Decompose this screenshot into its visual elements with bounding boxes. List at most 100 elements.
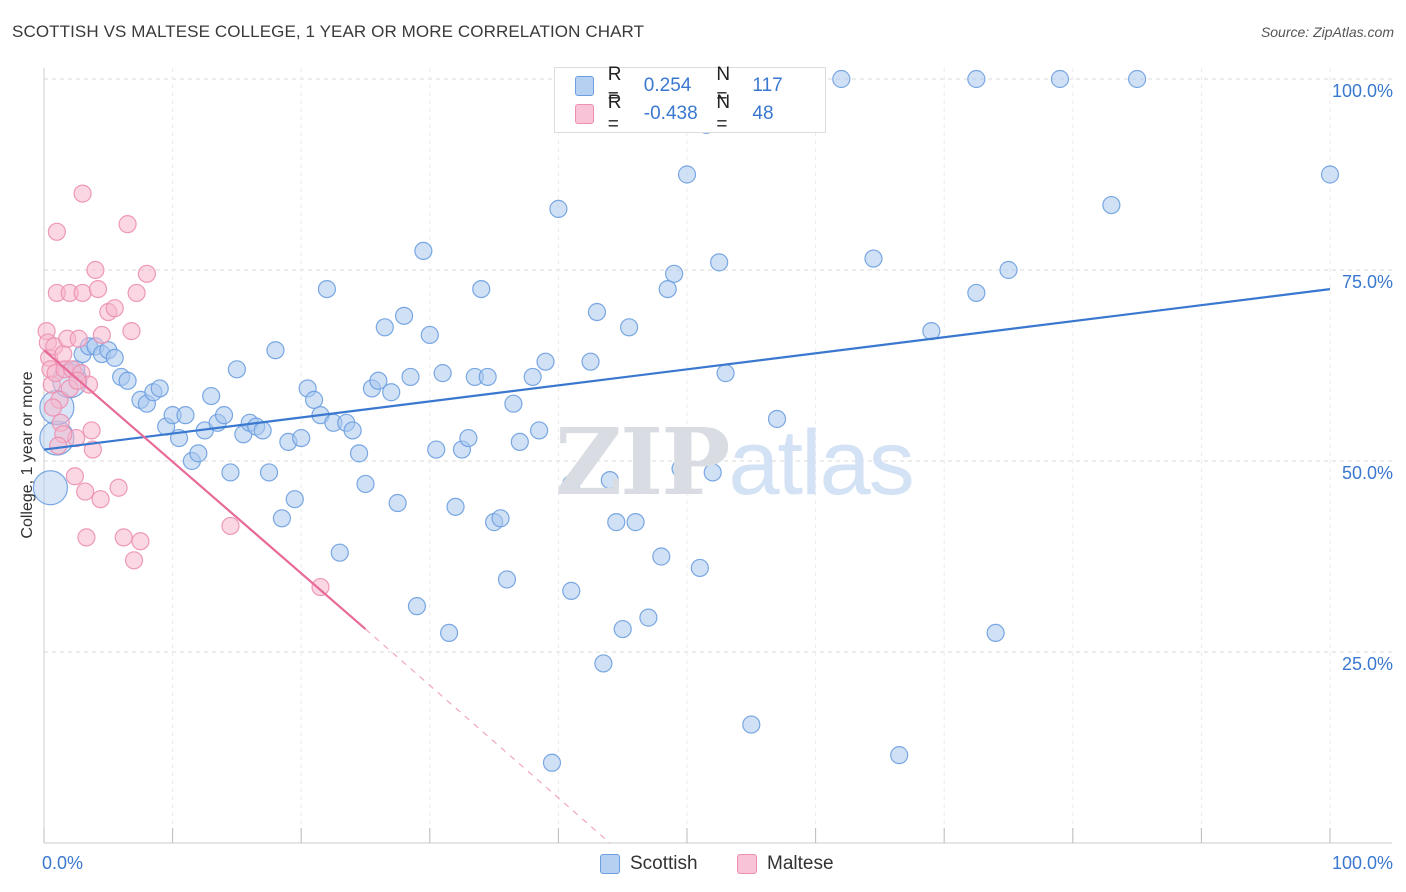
scottish-point	[767, 409, 787, 429]
x-tick-label: 0.0%	[42, 853, 83, 873]
y-tick-label: 50.0%	[1342, 463, 1393, 483]
scottish-n-value: 117	[752, 75, 783, 96]
maltese-n-value: 48	[752, 103, 774, 124]
y-axis-label: College, 1 year or more	[19, 371, 36, 539]
scottish-point	[658, 280, 677, 299]
scottish-point	[864, 249, 883, 268]
maltese-point	[124, 551, 144, 570]
scottish-point	[227, 360, 246, 379]
scottish-point	[626, 513, 645, 532]
scottish-point	[221, 463, 240, 482]
scottish-point	[1102, 195, 1121, 215]
scottish-point	[677, 165, 697, 184]
scottish-point	[266, 341, 285, 360]
maltese-point	[92, 325, 111, 345]
scottish-point	[401, 367, 420, 387]
scottish-point	[427, 440, 446, 459]
scottish-point	[202, 386, 221, 406]
maltese-point	[73, 283, 92, 303]
scottish-point	[607, 513, 626, 532]
trend-lines	[43, 288, 1331, 844]
legend-maltese[interactable]: Maltese	[737, 852, 834, 876]
scottish-point	[304, 390, 324, 409]
legend-scottish-label: Scottish	[630, 853, 698, 874]
scottish-point	[259, 463, 279, 482]
maltese-point	[91, 490, 110, 509]
scottish-point	[394, 306, 414, 325]
scottish-point	[176, 406, 195, 425]
maltese-r-label: R =	[607, 92, 622, 135]
scottish-point	[536, 352, 555, 371]
maltese-point	[47, 222, 66, 241]
scottish-points	[32, 69, 1340, 772]
scottish-point	[150, 379, 169, 398]
scottish-point	[1320, 165, 1340, 184]
scottish-point	[710, 253, 729, 272]
scottish-swatch	[575, 76, 594, 96]
legend-scottish[interactable]: Scottish	[600, 852, 698, 876]
scottish-point	[272, 509, 292, 528]
scottish-point	[665, 264, 684, 283]
maltese-point	[77, 528, 96, 547]
scottish-point	[690, 558, 709, 578]
scottish-point	[369, 371, 388, 390]
scottish-point	[703, 463, 722, 482]
scottish-point	[530, 421, 549, 440]
scottish-point	[652, 547, 671, 566]
y-tick-label: 75.0%	[1342, 272, 1393, 292]
scottish-point	[317, 280, 337, 299]
scottish-point	[523, 367, 542, 387]
scottish-point	[967, 69, 986, 89]
maltese-swatch	[575, 104, 594, 124]
scottish-point	[105, 348, 124, 367]
maltese-point	[54, 344, 73, 364]
maltese-point	[49, 436, 68, 455]
maltese-point	[73, 184, 92, 203]
y-tick-label: 100.0%	[1332, 81, 1393, 101]
maltese-point	[86, 260, 105, 280]
scottish-point	[32, 470, 69, 506]
scottish-point	[504, 394, 523, 413]
scottish-point	[716, 364, 735, 383]
maltese-point	[65, 467, 84, 486]
scottish-point	[620, 318, 639, 337]
scottish-point	[562, 581, 581, 600]
scottish-point	[491, 509, 510, 528]
maltese-point	[82, 421, 101, 440]
scottish-point	[594, 654, 613, 673]
scottish-point	[497, 570, 517, 589]
scottish-point	[581, 352, 600, 371]
scottish-point	[446, 497, 465, 516]
stats-row-maltese: R = -0.438 N = 48	[575, 92, 825, 135]
scottish-point	[459, 428, 478, 448]
scottish-r-label: R =	[607, 64, 622, 107]
maltese-point	[43, 398, 63, 417]
scottish-point	[343, 421, 362, 440]
maltese-point	[83, 440, 102, 459]
scottish-point	[439, 623, 459, 643]
scottish-point	[1127, 69, 1147, 89]
scottish-point	[285, 490, 304, 509]
scottish-n-label: N =	[716, 64, 731, 107]
scottish-point	[330, 543, 349, 562]
scottish-point	[472, 280, 491, 299]
maltese-trend-line	[43, 349, 367, 630]
scottish-point	[967, 283, 986, 303]
scottish-point	[510, 432, 529, 451]
scottish-point	[549, 199, 568, 218]
scottish-point	[356, 474, 375, 494]
maltese-point	[311, 577, 330, 597]
maltese-point	[127, 283, 146, 303]
x-tick-label: 100.0%	[1332, 853, 1393, 873]
scottish-point	[433, 364, 452, 383]
maltese-point	[88, 280, 108, 299]
scottish-point	[562, 474, 581, 494]
grid-layer	[44, 68, 1392, 843]
scottish-point	[890, 746, 909, 765]
tick-labels: 25.0% 50.0% 75.0% 100.0% 0.0% 100.0%	[42, 81, 1393, 873]
scottish-point	[292, 428, 311, 448]
scottish-point	[1050, 69, 1070, 89]
scottish-point	[986, 623, 1005, 643]
axes-layer	[43, 68, 1392, 844]
